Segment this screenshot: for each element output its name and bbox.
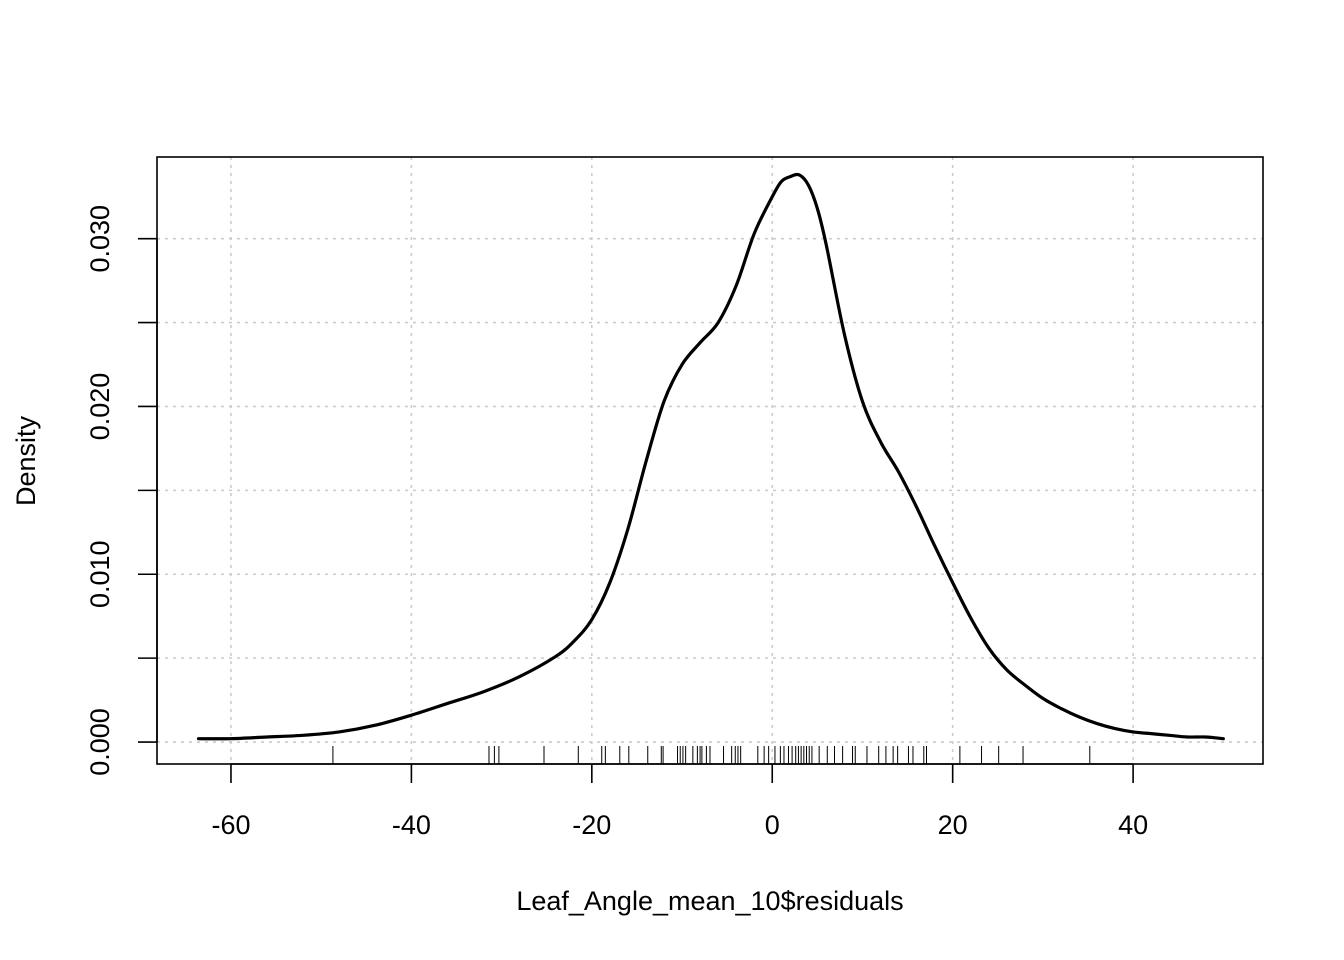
rug-marks — [333, 746, 1090, 764]
x-tick-label-1: -40 — [392, 810, 431, 840]
y-axis-label: Density — [11, 415, 41, 506]
y-tick-label-0: 0.000 — [85, 708, 115, 776]
x-tick-label-3: 0 — [765, 810, 780, 840]
x-tick-label-4: 20 — [938, 810, 968, 840]
x-tick-label-0: -60 — [211, 810, 250, 840]
x-tick-label-2: -20 — [572, 810, 611, 840]
density-curve — [199, 174, 1224, 738]
y-tick-label-6: 0.030 — [85, 205, 115, 273]
x-axis: -60 -40 -20 0 20 40 — [211, 764, 1148, 840]
plot-frame — [157, 157, 1263, 764]
grid-lines — [157, 157, 1263, 764]
y-tick-label-2: 0.010 — [85, 540, 115, 608]
x-tick-label-5: 40 — [1118, 810, 1148, 840]
y-tick-label-4: 0.020 — [85, 373, 115, 441]
y-axis: 0.000 0.010 0.020 0.030 — [85, 205, 157, 776]
x-axis-label: Leaf_Angle_mean_10$residuals — [516, 886, 903, 916]
